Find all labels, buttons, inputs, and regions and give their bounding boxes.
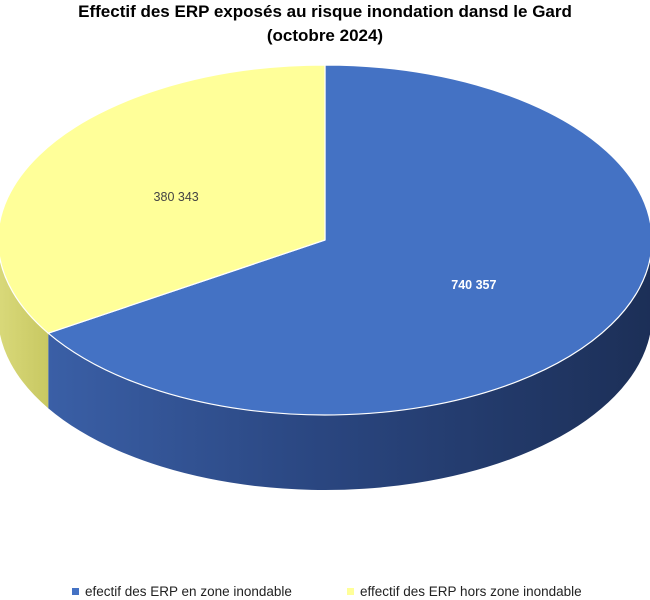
chart-subtitle: (octobre 2024) [266, 26, 384, 45]
chart-title: Effectif des ERP exposés au risque inond… [0, 0, 650, 48]
pie-data-label-1: 380 343 [154, 190, 199, 204]
legend-label-inondable: efectif des ERP en zone inondable [85, 584, 292, 599]
chart-title-line: Effectif des ERP exposés au risque inond… [78, 2, 572, 21]
legend-label-hors-zone: effectif des ERP hors zone inondable [360, 584, 582, 599]
legend-swatch-inondable [72, 587, 79, 595]
pie-side-0 [48, 258, 650, 490]
legend-item-hors-zone: effectif des ERP hors zone inondable [347, 583, 582, 600]
pie-slice-1 [0, 64, 326, 334]
pie-data-label-0: 740 357 [451, 278, 496, 292]
pie-side-1 [0, 258, 49, 409]
pie-slice-0 [47, 64, 650, 416]
legend-swatch-hors-zone [347, 587, 354, 595]
legend: efectif des ERP en zone inondable effect… [0, 583, 650, 600]
legend-item-inondable: efectif des ERP en zone inondable [72, 583, 292, 600]
